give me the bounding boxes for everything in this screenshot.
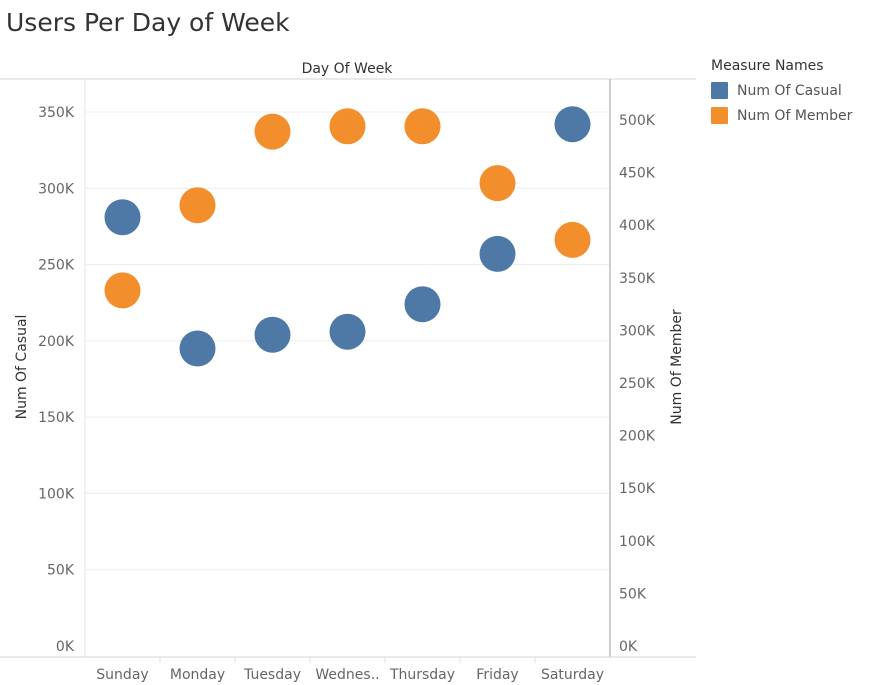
point-member [104, 272, 141, 309]
y-tick-label-right: 200K [619, 429, 656, 445]
y-tick-label-right: 0K [619, 639, 638, 655]
y-tick-label-left: 300K [38, 181, 75, 197]
data-points [104, 106, 591, 367]
y-tick-label-right: 500K [619, 113, 656, 129]
y-axis-ticks-right: 0K 50K 100K 150K 200K 250K 300K 350K 400K 450K 500… [619, 113, 656, 655]
y-tick-label-left: 250K [38, 258, 75, 274]
y-axis-title-left: Num Of Casual [14, 315, 30, 420]
point-casual [179, 330, 216, 367]
legend-swatch-member [711, 107, 728, 124]
x-tick-label: Friday [476, 667, 518, 683]
chart-title: Users Per Day of Week [6, 8, 290, 37]
legend-item-casual[interactable]: Num Of Casual [711, 78, 852, 103]
point-member [404, 108, 441, 145]
y-axis-ticks-left: 0K 50K 100K 150K 200K 250K 300K 350K [38, 105, 75, 655]
y-tick-label-left: 350K [38, 105, 75, 121]
gridlines [85, 111, 610, 571]
point-member [254, 113, 291, 150]
legend: Measure Names Num Of Casual Num Of Membe… [711, 58, 852, 128]
point-casual [404, 286, 441, 323]
x-tick-label: Thursday [389, 667, 455, 683]
point-casual [104, 199, 141, 236]
point-casual [254, 316, 291, 353]
y-tick-label-left: 100K [38, 486, 75, 502]
x-tick-label: Tuesday [243, 667, 301, 683]
x-tick-label: Wednes.. [315, 667, 379, 683]
y-tick-label-right: 150K [619, 481, 656, 497]
y-tick-label-left: 50K [47, 563, 75, 579]
y-tick-label-left: 150K [38, 410, 75, 426]
point-member [179, 187, 216, 224]
point-casual [479, 235, 516, 272]
y-tick-label-left: 200K [38, 334, 75, 350]
x-axis-ticks: Sunday Monday Tuesday Wednes.. Thursday Frida… [96, 657, 604, 683]
point-member [479, 165, 516, 202]
legend-item-member[interactable]: Num Of Member [711, 103, 852, 128]
y-tick-label-right: 300K [619, 323, 656, 339]
y-tick-label-right: 250K [619, 376, 656, 392]
point-casual [329, 313, 366, 350]
y-tick-label-right: 350K [619, 271, 656, 287]
x-tick-label: Saturday [541, 667, 604, 683]
point-member [329, 108, 366, 145]
y-tick-label-right: 50K [619, 586, 647, 602]
point-casual [554, 106, 591, 143]
y-tick-label-right: 450K [619, 166, 656, 182]
legend-label-member: Num Of Member [737, 107, 853, 124]
x-tick-label: Sunday [96, 667, 148, 683]
legend-title: Measure Names [711, 58, 824, 74]
y-axis-title-right: Num Of Member [669, 309, 685, 425]
y-tick-label-left: 0K [56, 639, 75, 655]
y-tick-label-right: 400K [619, 218, 656, 234]
legend-label-casual: Num Of Casual [737, 82, 842, 99]
y-tick-label-right: 100K [619, 534, 656, 550]
point-member [554, 221, 591, 258]
legend-swatch-casual [711, 82, 728, 99]
x-tick-label: Monday [170, 667, 225, 683]
x-axis-title: Day Of Week [302, 61, 394, 77]
